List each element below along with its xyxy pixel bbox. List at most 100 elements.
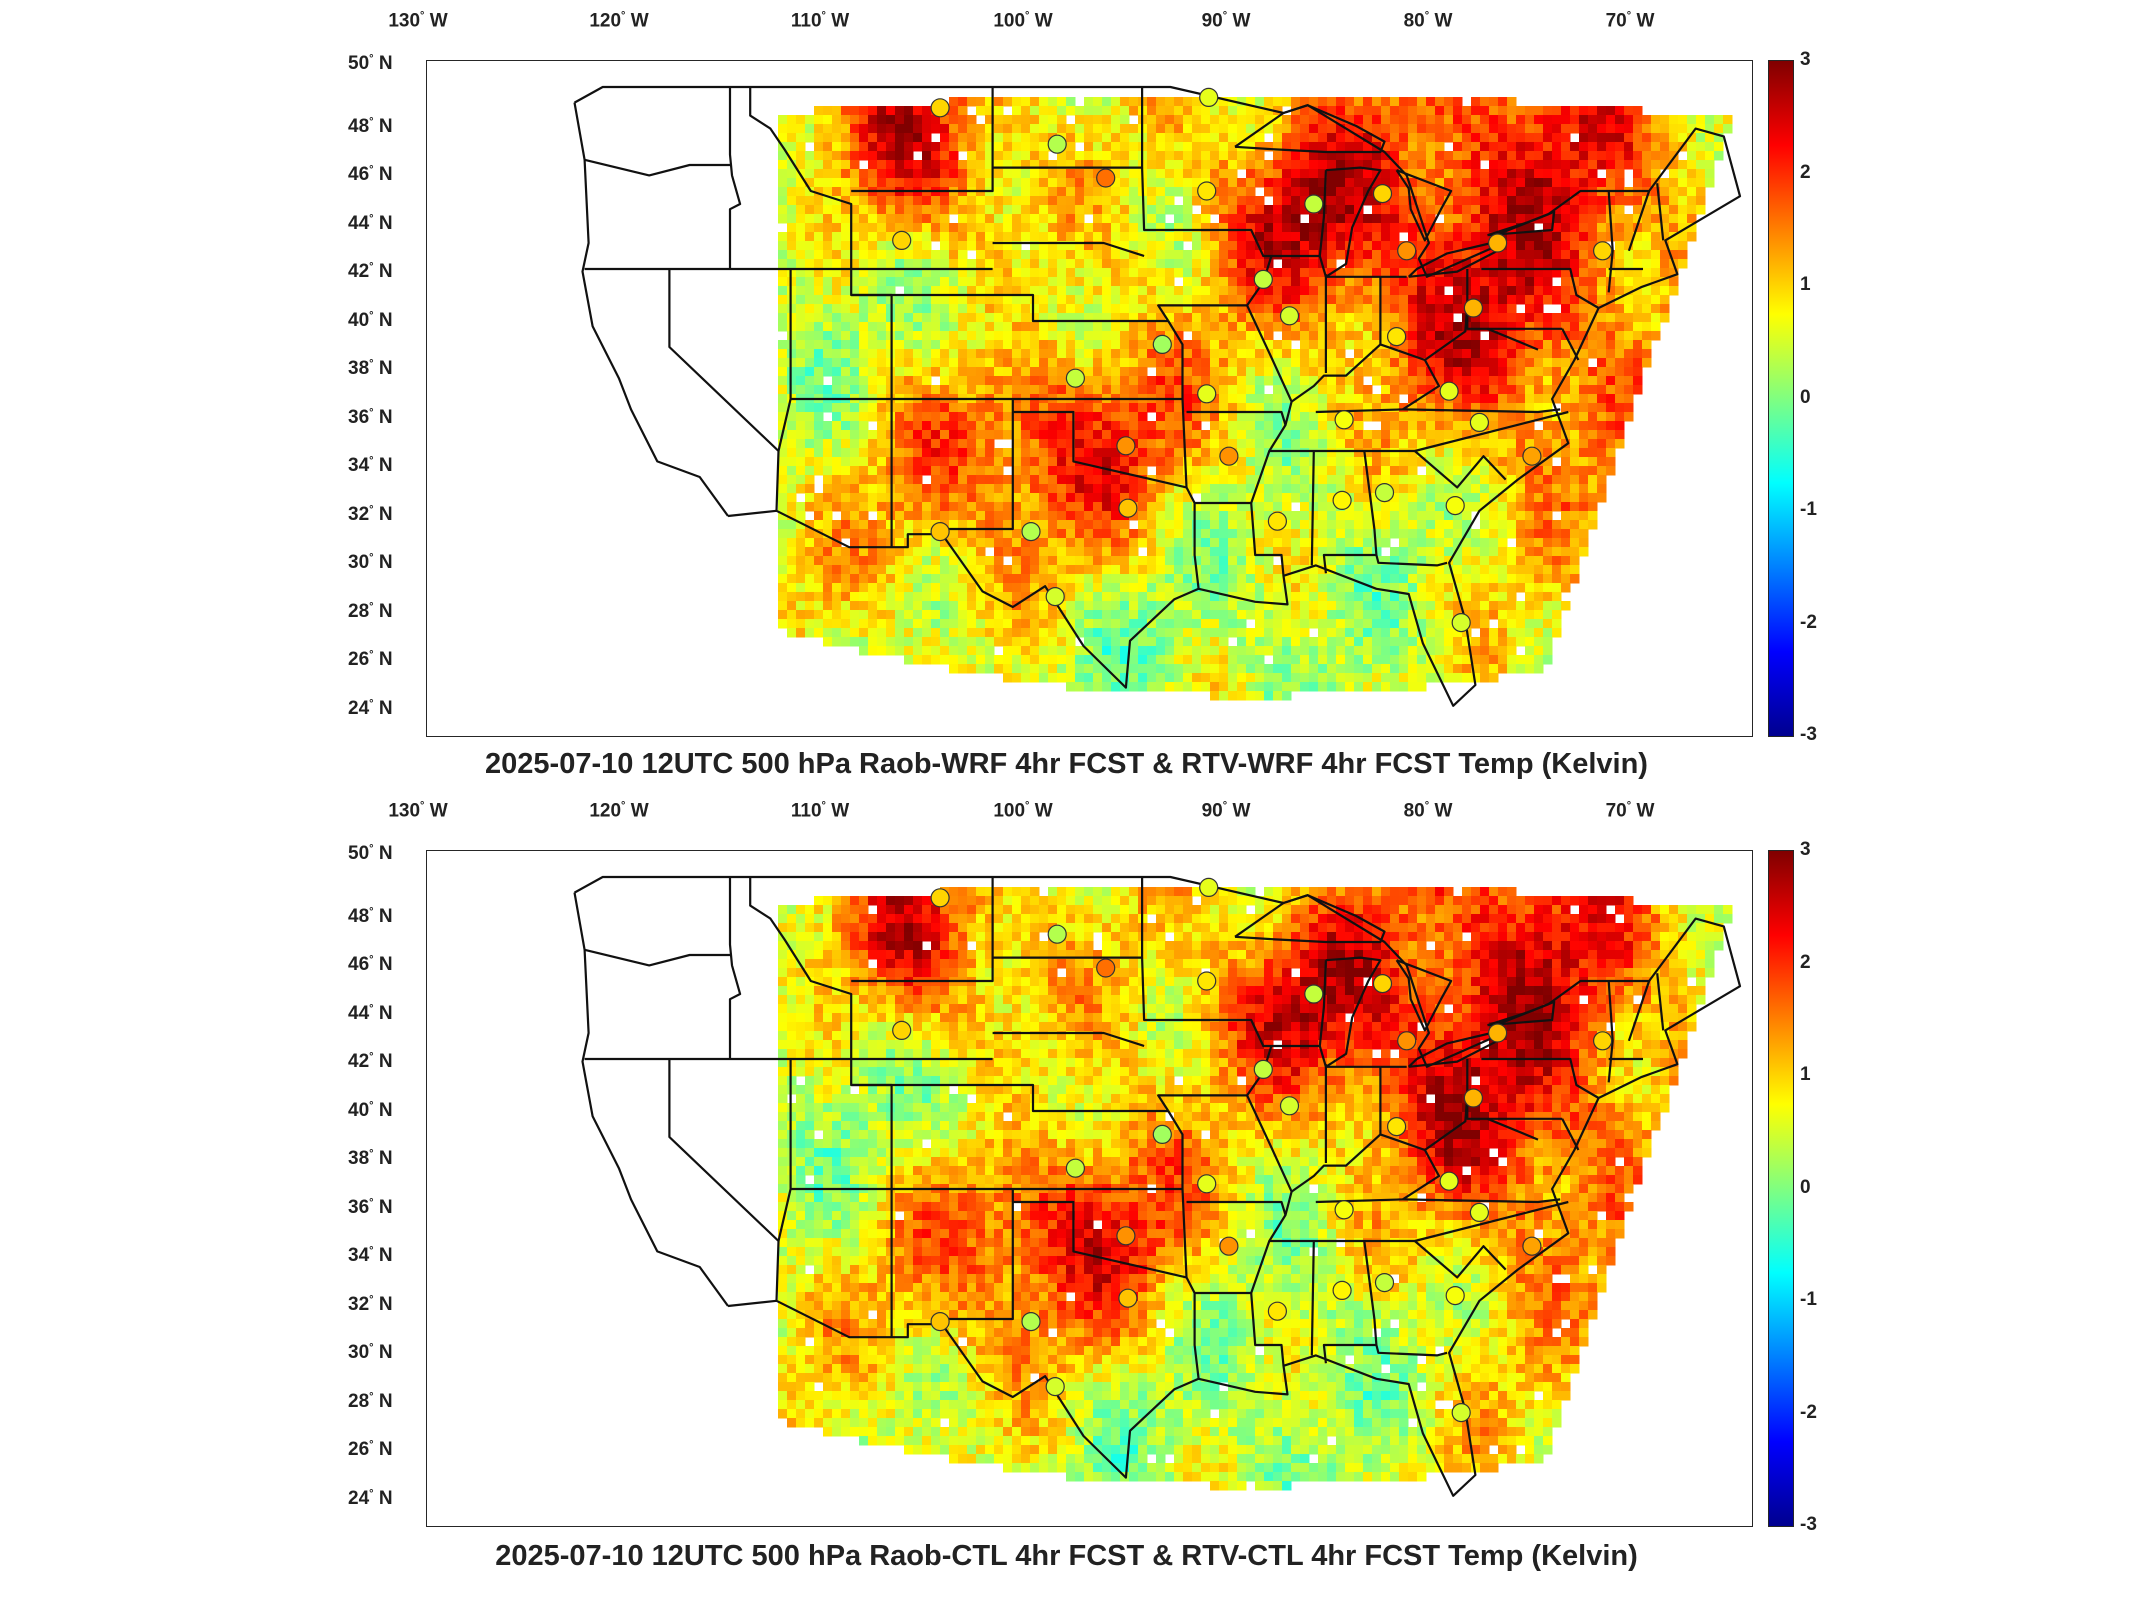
boundary-line: [573, 875, 1742, 1497]
latitude-label: 38° N: [348, 1147, 393, 1170]
boundary-line: [1012, 1200, 1187, 1279]
boundary-line: [940, 1189, 1014, 1321]
boundary-line: [668, 1059, 780, 1301]
raob-station-marker: [1279, 306, 1300, 326]
boundary-line: [851, 877, 994, 983]
boundary-line: [1466, 1059, 1563, 1120]
raob-station-marker: [1267, 511, 1288, 531]
raob-station-marker: [1152, 334, 1172, 354]
raob-station-marker: [1397, 241, 1417, 261]
boundary-line: [1395, 169, 1453, 242]
raob-station-marker: [1469, 1202, 1490, 1222]
raob-station-marker: [1487, 233, 1508, 253]
boundary-line: [1627, 190, 1651, 252]
panel-title: 2025-07-10 12UTC 500 hPa Raob-CTL 4hr FC…: [495, 1540, 1638, 1572]
raob-station-marker: [1152, 1124, 1172, 1144]
raob-station-marker: [1469, 412, 1490, 432]
boundary-line: [1269, 1200, 1569, 1243]
boundary-line: [1141, 167, 1320, 258]
latitude-label: 38° N: [348, 357, 393, 380]
raob-station-marker: [1045, 1376, 1065, 1397]
latitude-label: 42° N: [348, 260, 393, 283]
raob-station-marker: [1304, 194, 1324, 214]
longitude-label: 70° W: [1605, 800, 1655, 822]
colorbar-tick-label: -2: [1800, 1401, 1817, 1423]
longitude-label: 80° W: [1403, 800, 1453, 822]
boundary-line: [573, 85, 1742, 707]
boundary-line: [1481, 267, 1600, 309]
longitude-label: 110° W: [790, 10, 850, 32]
raob-station-marker: [1199, 877, 1219, 898]
latitude-label: 46° N: [348, 953, 393, 976]
boundary-line: [1186, 410, 1287, 426]
boundary-line: [1656, 183, 1665, 241]
raob-station-marker: [1253, 269, 1273, 289]
boundary-line: [1269, 410, 1569, 453]
map-frame: [426, 850, 1753, 1527]
raob-station-marker: [1304, 984, 1324, 1004]
boundary-line: [728, 87, 742, 269]
boundary-line: [1487, 210, 1556, 237]
raob-station-marker: [1045, 586, 1065, 607]
raob-station-marker: [1197, 1174, 1217, 1194]
temperature-difference-field: [778, 887, 1733, 1491]
boundary-line: [1466, 269, 1563, 330]
longitude-label: 70° W: [1605, 10, 1655, 32]
raob-station-marker: [1065, 1158, 1086, 1178]
raob-station-marker: [1451, 612, 1471, 633]
boundary-line: [1194, 1291, 1285, 1366]
boundary-line: [1167, 320, 1184, 399]
raob-station-marker: [1372, 184, 1393, 204]
boundary-line: [584, 158, 732, 177]
latitude-label: 50° N: [348, 52, 393, 75]
map-canvas: [573, 875, 1742, 1497]
boundary-line: [992, 877, 1144, 959]
boundary-line: [992, 1031, 1145, 1048]
latitude-label: 36° N: [348, 406, 393, 428]
colorbar-tick-label: 0: [1800, 386, 1811, 408]
boundary-line: [1246, 304, 1293, 504]
boundary-line: [1487, 1117, 1539, 1141]
raob-station-marker: [1397, 1031, 1417, 1051]
raob-stations: [892, 877, 1613, 1423]
raob-station-marker: [1374, 1273, 1395, 1293]
boundary-line: [1402, 1198, 1561, 1204]
latitude-label: 32° N: [348, 1293, 393, 1315]
raob-station-marker: [1197, 181, 1217, 201]
boundary-line: [851, 293, 1169, 323]
boundary-line: [584, 948, 732, 967]
latitude-label: 30° N: [348, 551, 393, 574]
raob-station-marker: [1096, 958, 1116, 978]
raob-station-marker: [1047, 134, 1067, 154]
raob-station-marker: [930, 888, 950, 908]
raob-stations: [892, 87, 1613, 633]
raob-station-marker: [1096, 168, 1116, 188]
boundary-line: [851, 87, 994, 193]
latitude-label: 44° N: [348, 212, 393, 234]
map-canvas: [573, 85, 1742, 707]
latitude-label: 44° N: [348, 1002, 393, 1024]
raob-station-marker: [1451, 1402, 1471, 1423]
longitude-label: 120° W: [589, 10, 649, 32]
colorbar-tick-label: -1: [1800, 1289, 1817, 1310]
latitude-label: 32° N: [348, 503, 393, 525]
colorbar-tick-label: 0: [1800, 1176, 1811, 1198]
latitude-label: 46° N: [348, 163, 393, 186]
raob-station-marker: [1021, 522, 1041, 542]
boundary-line: [1318, 956, 1382, 1068]
boundary-line: [1141, 957, 1320, 1048]
boundary-line: [573, 102, 729, 517]
raob-station-marker: [1065, 368, 1086, 388]
longitude-label: 130° W: [388, 10, 448, 32]
raob-station-marker: [1279, 1096, 1300, 1116]
raob-station-marker: [1219, 1236, 1239, 1256]
longitude-label: 100° W: [993, 10, 1053, 32]
raob-station-marker: [892, 1020, 912, 1040]
boundary-line: [940, 399, 1014, 531]
raob-station-marker: [1592, 1031, 1613, 1051]
latitude-label: 24° N: [348, 697, 393, 719]
latitude-label: 26° N: [348, 648, 393, 671]
raob-station-marker: [1118, 498, 1138, 518]
raob-station-marker: [1439, 1171, 1459, 1191]
raob-station-marker: [1116, 1226, 1136, 1246]
